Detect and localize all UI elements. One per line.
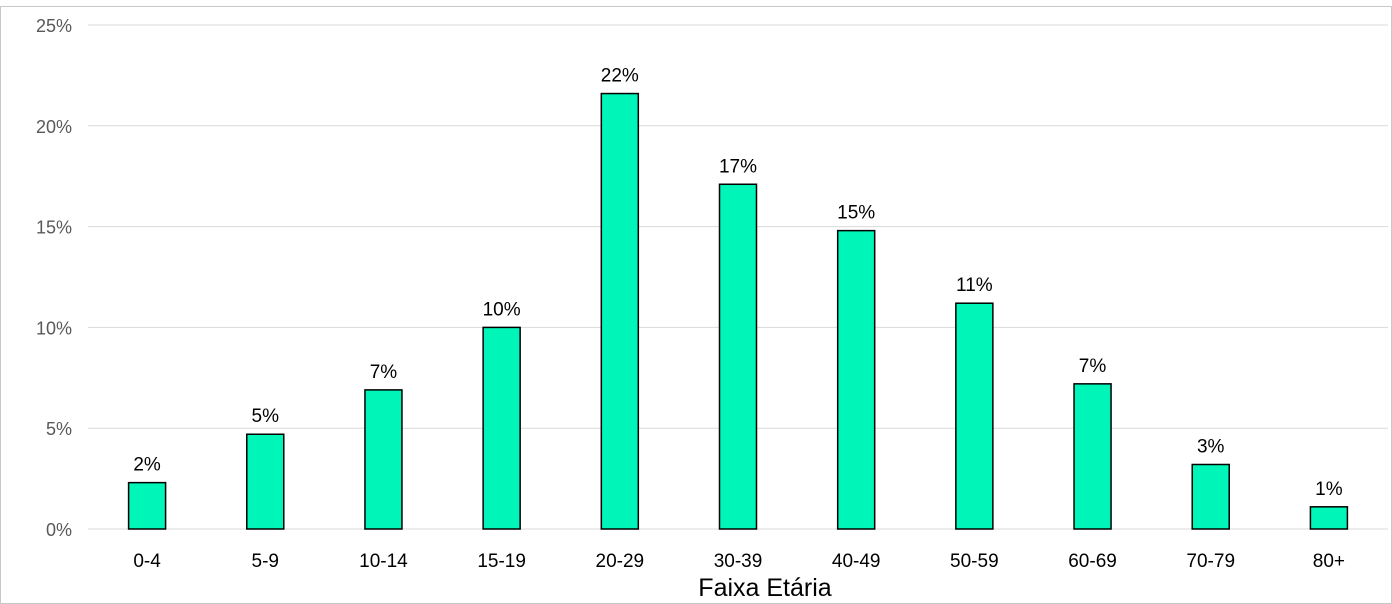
data-label: 1% (1315, 479, 1343, 500)
bar-60-69 (1073, 383, 1112, 530)
data-label: 7% (370, 362, 398, 383)
data-label: 7% (1079, 356, 1107, 377)
y-axis-tick-labels: 0% 5% 10% 15% 20% 25% (36, 16, 72, 540)
x-tick-label: 70-79 (1186, 551, 1235, 572)
bar-10-14 (364, 389, 403, 530)
y-tick-label: 10% (36, 318, 72, 338)
x-tick-label: 20-29 (596, 551, 645, 572)
bar-15-19 (482, 326, 521, 530)
data-label: 3% (1197, 436, 1225, 457)
bar-0-4 (127, 481, 167, 530)
x-tick-label: 80+ (1313, 551, 1345, 572)
bar-5-9 (246, 433, 285, 530)
data-label: 17% (719, 156, 757, 177)
x-tick-label: 5-9 (252, 551, 279, 572)
bar-40-49 (836, 229, 876, 530)
chart-frame (0, 6, 1392, 604)
bar-20-29 (600, 92, 640, 530)
bar-80+ (1309, 506, 1349, 530)
data-label: 5% (252, 406, 280, 427)
x-axis-tick-labels: 0-4 5-9 10-14 15-19 20-29 30-39 40-49 50-59 60-6… (133, 551, 1345, 572)
y-tick-label: 5% (46, 419, 72, 439)
y-tick-label: 15% (36, 218, 72, 238)
data-labels: 2% 5% 7% 10% 22% 17% 15% 11% 7% 3% 1% (133, 66, 1342, 500)
x-tick-label: 60-69 (1068, 551, 1117, 572)
x-tick-label: 50-59 (950, 551, 999, 572)
x-tick-label: 10-14 (359, 551, 408, 572)
y-tick-label: 25% (36, 16, 72, 36)
data-label: 2% (133, 455, 161, 476)
data-label: 15% (837, 203, 875, 224)
data-label: 10% (483, 299, 521, 320)
y-tick-label: 20% (36, 117, 72, 137)
bars (127, 92, 1349, 530)
x-axis-title: Faixa Etária (698, 574, 831, 602)
x-tick-label: 40-49 (832, 551, 881, 572)
x-tick-label: 15-19 (477, 551, 526, 572)
x-tick-label: 30-39 (714, 551, 763, 572)
data-label: 22% (601, 66, 639, 87)
x-tick-label: 0-4 (133, 551, 161, 572)
bar-30-39 (718, 183, 758, 530)
bar-70-79 (1191, 463, 1230, 530)
bar-50-59 (955, 302, 994, 530)
y-tick-label: 0% (46, 520, 72, 540)
data-label: 11% (956, 275, 993, 296)
